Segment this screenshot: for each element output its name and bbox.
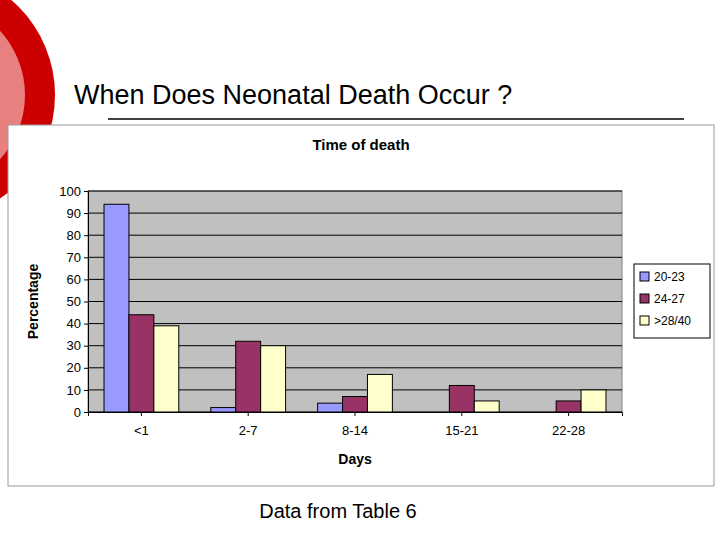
legend: 20-23 24-27 >28/40 xyxy=(634,264,710,338)
y-tick-label: 80 xyxy=(67,228,81,243)
y-tick-label: 60 xyxy=(67,272,81,287)
slide-title: When Does Neonatal Death Occur ? xyxy=(74,80,512,110)
y-tick-mark xyxy=(84,191,88,192)
y-axis-line xyxy=(84,192,89,413)
y-axis-title: Percentage xyxy=(25,264,41,340)
bar xyxy=(129,315,154,412)
y-tick: 90 xyxy=(67,206,88,221)
bar xyxy=(424,412,449,413)
y-tick: 20 xyxy=(67,360,88,375)
x-tick-mark xyxy=(141,412,142,416)
legend-label: 24-27 xyxy=(654,292,685,306)
bar xyxy=(556,401,581,412)
x-tick-label: 8-14 xyxy=(342,423,368,438)
bar xyxy=(367,374,392,412)
y-tick-mark xyxy=(84,235,88,236)
bar xyxy=(318,403,343,412)
y-tick-mark xyxy=(84,412,88,413)
x-tick-label: 22-28 xyxy=(552,423,585,438)
y-tick-mark xyxy=(84,257,88,258)
bar xyxy=(236,341,261,412)
bar xyxy=(104,204,129,412)
y-tick-label: 0 xyxy=(74,405,81,420)
y-tick-mark xyxy=(84,302,88,303)
grid-line xyxy=(88,257,622,258)
y-tick: 40 xyxy=(67,316,88,331)
x-tick: 15-21 xyxy=(445,412,478,438)
x-axis-title: Days xyxy=(338,451,372,467)
bar xyxy=(343,397,368,412)
bars xyxy=(104,204,606,412)
bar xyxy=(581,390,606,412)
grid-line xyxy=(88,235,622,236)
grid xyxy=(88,191,622,412)
x-tick: <1 xyxy=(134,412,149,438)
y-tick-mark xyxy=(84,346,88,347)
legend-swatch xyxy=(640,272,649,281)
y-tick: 10 xyxy=(67,383,88,398)
chart-area xyxy=(8,125,714,486)
y-tick: 0 xyxy=(74,405,88,420)
caption: Data from Table 6 xyxy=(259,500,417,522)
grid-line xyxy=(88,279,622,280)
y-axis: 0 10 20 30 40 50 60 70 80 90 100 xyxy=(59,184,88,420)
y-tick: 70 xyxy=(67,250,88,265)
grid-line xyxy=(88,213,622,214)
y-tick-label: 20 xyxy=(67,360,81,375)
title-rule xyxy=(108,118,684,120)
x-tick-label: 15-21 xyxy=(445,423,478,438)
y-tick-label: 30 xyxy=(67,338,81,353)
chart-title: Time of death xyxy=(312,136,409,153)
x-tick: 22-28 xyxy=(552,412,585,438)
y-tick: 30 xyxy=(67,338,88,353)
x-tick: 2-7 xyxy=(239,412,258,438)
x-tick-label: <1 xyxy=(134,423,149,438)
grid-line xyxy=(88,191,622,192)
y-tick-label: 70 xyxy=(67,250,81,265)
x-tick-label: 2-7 xyxy=(239,423,258,438)
y-tick-mark xyxy=(84,324,88,325)
bar xyxy=(449,385,474,412)
legend-label: 20-23 xyxy=(654,270,685,284)
y-tick: 80 xyxy=(67,228,88,243)
x-tick-mark xyxy=(461,412,462,416)
bar xyxy=(531,412,556,413)
y-tick-label: 40 xyxy=(67,316,81,331)
bar xyxy=(261,346,286,412)
legend-swatch xyxy=(640,294,649,303)
plot-area xyxy=(88,191,622,412)
y-tick-mark xyxy=(84,213,88,214)
y-tick: 50 xyxy=(67,294,88,309)
x-axis: <1 2-7 8-14 15-21 22-28 xyxy=(89,412,623,438)
y-tick-label: 100 xyxy=(59,184,81,199)
slide: When Does Neonatal Death Occur ? Time of … xyxy=(0,0,720,540)
y-tick-mark xyxy=(84,390,88,391)
x-tick-mark xyxy=(568,412,569,416)
bar xyxy=(154,326,179,412)
grid-line xyxy=(88,301,622,302)
y-tick-label: 10 xyxy=(67,383,81,398)
x-tick-mark xyxy=(248,412,249,416)
bar xyxy=(474,401,499,412)
x-tick-mark xyxy=(355,412,356,416)
x-axis-line xyxy=(89,413,623,417)
y-tick-mark xyxy=(84,368,88,369)
legend-box xyxy=(634,264,710,338)
y-tick-label: 90 xyxy=(67,206,81,221)
y-tick-mark xyxy=(84,279,88,280)
legend-swatch xyxy=(640,316,649,325)
y-tick-label: 50 xyxy=(67,294,81,309)
y-tick: 60 xyxy=(67,272,88,287)
grid-line xyxy=(88,323,622,324)
legend-label: >28/40 xyxy=(654,314,691,328)
y-tick: 100 xyxy=(59,184,88,199)
x-tick: 8-14 xyxy=(342,412,368,438)
bar xyxy=(211,408,236,412)
